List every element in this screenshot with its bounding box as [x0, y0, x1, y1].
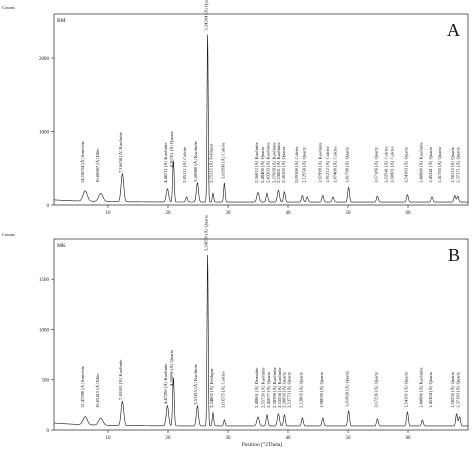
- peak-annotation: 1,48986 [Å] Kaolinite: [418, 367, 424, 408]
- sample-label: BM: [57, 18, 66, 24]
- peak-annotation: 4,26701 [Å] Quartz: [169, 131, 175, 167]
- peak-annotation: 7,16658 [Å] Kaolinite: [118, 132, 124, 173]
- peak-annotation: 1,81798 [Å] Quartz: [345, 147, 351, 183]
- peak-annotation: 2,28162 [Å] Quartz: [281, 147, 287, 183]
- peak-annotation: 2,56012 [Å] Kaolinite: [254, 142, 260, 183]
- y-tick-label: 1500: [39, 278, 50, 283]
- x-tick-label: 20: [166, 211, 172, 216]
- peak-annotation: 1,60001 [Å] Calcite: [390, 146, 396, 183]
- peak-annotation: 3,24802 [Å] Feldspar: [209, 368, 215, 408]
- x-tick-label: 10: [106, 211, 112, 216]
- peak-annotation: 2,23773 [Å] Quartz: [286, 372, 292, 408]
- plot-frame: [53, 238, 469, 431]
- panel-a: Counts BM A 0 1000 2000 10 20 30 40 50 60 14,18034 […: [2, 0, 469, 216]
- peak-annotation: 4,47296 [Å] Kaolinite: [163, 364, 169, 405]
- peak-annotation: 3,34264 [Å] Quartz: [204, 0, 210, 31]
- peak-annotation: 3,34559 [Å] Quartz: [204, 215, 210, 251]
- peak-annotation: 2,28059 [Å] Quartz: [282, 372, 288, 408]
- peak-annotation: 4,46711 [Å] Kaolinite: [163, 142, 169, 183]
- x-tick-label: 50: [346, 211, 352, 216]
- panel-letter: A: [447, 20, 460, 40]
- peak-annotation: 2,33881 [Å] Kaolinite: [276, 142, 282, 183]
- x-tick-label: 20: [166, 436, 172, 441]
- peak-annotation: 1,45304 [Å] Quartz: [428, 372, 434, 408]
- x-axis-label: Position [°2Theta]: [242, 441, 283, 448]
- y-tick-label: 500: [42, 379, 50, 384]
- peak-annotation: 2,49400 [Å] Quartz: [260, 147, 266, 183]
- diffraction-pattern: [53, 255, 468, 427]
- peak-annotation: 2,09100 [Å] Calcite: [294, 146, 300, 183]
- peak-annotation: 4,26096 [Å] Quartz: [169, 350, 175, 386]
- y-tick-label: 0: [47, 429, 50, 434]
- sample-label: MK: [57, 243, 66, 249]
- plot-frame: [53, 13, 469, 206]
- peak-annotation: 2,49861 [Å] Hematite: [254, 368, 260, 408]
- peak-annotation: 1,48986 [Å] Kaolinite: [418, 142, 424, 183]
- peak-annotation: 1,67236 [Å] Quartz: [373, 372, 379, 408]
- peak-annotation: 12,47590 [Å] Smectite: [80, 366, 86, 408]
- peak-annotation: 2,33556 [Å] Kaolinite: [277, 367, 283, 408]
- peak-annotation: 2,37669 [Å] Kaolinite: [271, 142, 277, 183]
- peak-annotation: 1,54183 [Å] Quartz: [403, 147, 409, 183]
- x-tick-label: 30: [226, 436, 232, 441]
- peak-annotation: 3,85111 [Å] Calcite: [182, 147, 188, 183]
- peak-annotation: 2,55726 [Å] Kaolinite: [261, 367, 267, 408]
- peak-annotation: 2,12802 [Å] Quartz: [298, 372, 304, 408]
- peak-annotation: 14,18034 [Å] Smectite: [80, 141, 86, 183]
- y-axis-label: Counts: [2, 5, 15, 10]
- y-tick-label: 2000: [39, 57, 50, 62]
- peak-annotation: 2,12558 [Å] Quartz: [301, 147, 307, 183]
- peak-annotation: 1,62541 [Å] Calcite: [384, 146, 390, 183]
- y-tick-label: 1000: [39, 131, 50, 136]
- peak-annotation: 3,25115 [Å] Feldspar: [208, 143, 214, 183]
- peak-annotation: 1,54191 [Å] Quartz: [403, 372, 409, 408]
- peak-annotation: 2,38398 [Å] Kaolinite: [272, 367, 278, 408]
- peak-annotation: 3,58980 [Å] Kaolinite: [193, 141, 199, 182]
- x-tick-label: 40: [286, 436, 292, 441]
- x-tick-label: 40: [286, 211, 292, 216]
- peak-annotation: 1,91212 [Å] Calcite: [325, 146, 331, 183]
- peak-annotation: 3,03575 [Å] Calcite: [220, 371, 226, 408]
- diffraction-pattern: [53, 34, 468, 203]
- peak-annotation: 1,97999 [Å] Kaolinite: [318, 142, 324, 183]
- y-axis-label: Counts: [2, 232, 15, 237]
- peak-annotation: 1,37193 [Å] Quartz: [456, 372, 462, 408]
- y-tick-label: 0: [47, 204, 50, 209]
- peak-annotation: 1,45341 [Å] Quartz: [428, 147, 434, 183]
- x-tick-label: 60: [406, 436, 412, 441]
- peak-annotation: 1,67186 [Å] Quartz: [373, 147, 379, 183]
- peak-annotation: 1,98039 [Å] Quartz: [319, 372, 325, 408]
- x-tick-label: 30: [226, 211, 232, 216]
- peak-annotation: 3,57415 [Å] Kaolinite: [193, 364, 199, 405]
- panel-letter: B: [448, 245, 460, 265]
- x-tick-label: 50: [346, 436, 352, 441]
- x-tick-label: 10: [106, 436, 112, 441]
- peak-annotation: 10,05415 [Å] Illite: [95, 373, 101, 408]
- peak-annotation: 10,06807 [Å] Illite: [95, 148, 101, 183]
- x-tick-label: 60: [406, 211, 412, 216]
- panel-b: Counts MK B 0 500 1000 1500 10 20 30 40 50 60 12,4759…: [2, 215, 469, 441]
- peak-annotation: 1,41785 [Å] Quartz: [437, 147, 443, 183]
- peak-annotation: 3,03390 [Å] Calcite: [220, 142, 226, 179]
- peak-annotation: 1,38226 [Å] Quartz: [450, 372, 456, 408]
- peak-annotation: 7,18181 [Å] Kaolinite: [118, 360, 124, 401]
- peak-annotation: 1,81928 [Å] Quartz: [345, 371, 351, 407]
- peak-annotation: 2,43203 [Å] Kaolinite: [265, 142, 271, 183]
- peak-annotation: 1,38112 [Å] Quartz: [450, 147, 456, 183]
- y-tick-label: 1000: [39, 328, 50, 333]
- peak-annotation: 1,37271 [Å] Quartz: [456, 147, 462, 183]
- peak-annotation: 2,45077 [Å] Quartz: [266, 372, 272, 408]
- peak-annotation: 1,87400 [Å] Calcite: [333, 146, 339, 183]
